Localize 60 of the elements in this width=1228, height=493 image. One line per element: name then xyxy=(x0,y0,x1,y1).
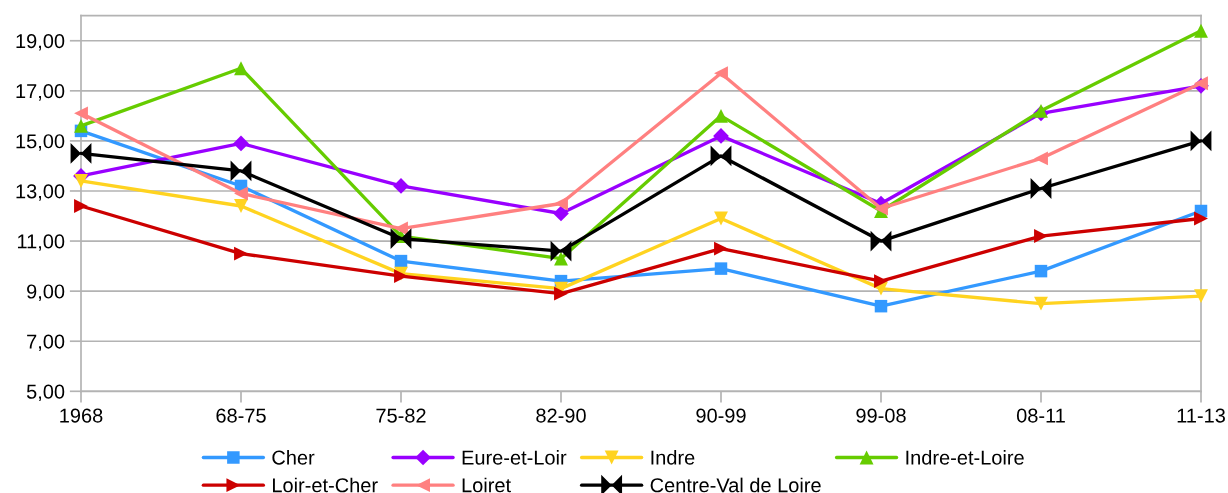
y-tick-label: 11,00 xyxy=(17,234,65,251)
y-tick-label: 17,00 xyxy=(16,84,65,101)
y-tick-label: 15,00 xyxy=(16,134,65,151)
point xyxy=(550,240,572,262)
point xyxy=(1190,130,1212,152)
x-tick-label: 11-13 xyxy=(1177,408,1225,423)
point xyxy=(1034,103,1048,118)
point xyxy=(554,286,568,301)
point xyxy=(233,135,249,152)
legend-label: Indre-et-Loire xyxy=(906,450,1024,465)
legend-label: Indre xyxy=(651,450,695,465)
point xyxy=(234,199,248,213)
point xyxy=(554,196,568,211)
point xyxy=(234,61,248,76)
point xyxy=(714,66,728,81)
point xyxy=(874,299,888,313)
x-tick-label: 1968 xyxy=(60,408,103,423)
y-tick-label: 19,00 xyxy=(16,34,65,51)
point xyxy=(713,128,729,144)
x-tick-label: 68-75 xyxy=(216,408,266,423)
point xyxy=(1030,178,1052,199)
point xyxy=(1034,264,1048,278)
x-tick-label: 08-11 xyxy=(1016,408,1065,423)
point xyxy=(234,246,248,261)
y-tick-label: 9,00 xyxy=(27,284,65,301)
legend-label: Eure-et-Loir xyxy=(462,450,567,465)
point xyxy=(1034,296,1048,311)
point xyxy=(74,199,88,213)
x-tick-label: 82-90 xyxy=(536,408,586,423)
point xyxy=(1034,151,1048,166)
point xyxy=(714,108,728,123)
point xyxy=(393,178,409,194)
legend-label: Cher xyxy=(272,450,315,465)
point xyxy=(390,228,412,249)
point xyxy=(714,262,728,275)
point xyxy=(1194,289,1208,304)
point xyxy=(714,241,728,256)
x-tick-label: 90-99 xyxy=(696,408,746,423)
point xyxy=(234,186,248,201)
point xyxy=(1034,229,1048,243)
y-tick-label: 7,00 xyxy=(27,334,65,352)
point xyxy=(874,274,888,289)
point xyxy=(710,145,732,167)
x-tick-label: 75-82 xyxy=(376,408,426,423)
point xyxy=(1194,211,1208,226)
point xyxy=(230,160,252,182)
legend-label: Loiret xyxy=(462,477,511,493)
y-tick-label: 13,00 xyxy=(16,184,65,201)
point xyxy=(1194,23,1208,38)
point xyxy=(74,106,88,121)
point xyxy=(74,174,88,188)
point xyxy=(870,230,892,252)
point xyxy=(394,254,408,268)
legend-label: Loir-et-Cher xyxy=(273,477,378,493)
point xyxy=(74,118,88,133)
point xyxy=(394,221,408,236)
y-tick-label: 5,00 xyxy=(26,384,65,402)
x-tick-label: 99-08 xyxy=(856,408,906,423)
point xyxy=(553,205,569,222)
legend-label: Centre-Val de Loire xyxy=(650,477,821,493)
